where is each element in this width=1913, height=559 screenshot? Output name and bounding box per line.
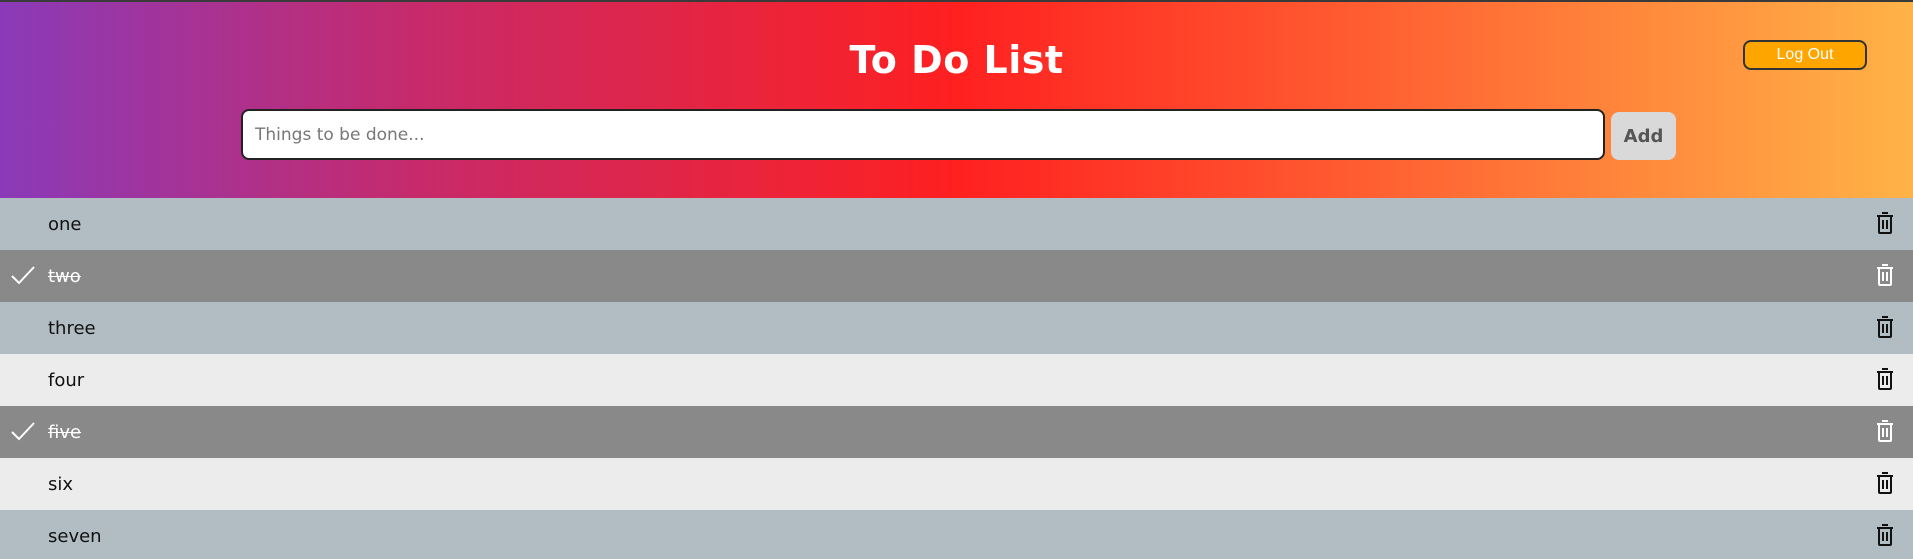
trash-icon[interactable] (1875, 367, 1895, 391)
todo-item[interactable]: six (0, 458, 1913, 510)
page-title: To Do List (849, 38, 1064, 82)
todo-item-text: two (48, 265, 81, 287)
todo-item[interactable]: five (0, 406, 1913, 458)
trash-icon[interactable] (1875, 523, 1895, 547)
todo-item-text: one (48, 213, 82, 235)
check-icon (11, 266, 35, 285)
check-icon (11, 422, 35, 441)
todo-item-text: four (48, 369, 85, 391)
todo-item-text: seven (48, 525, 102, 547)
trash-icon[interactable] (1875, 471, 1895, 495)
todo-item[interactable]: seven (0, 510, 1913, 559)
todo-item-text: six (48, 473, 74, 495)
todo-list: one two three four five six (0, 198, 1913, 559)
trash-icon[interactable] (1875, 315, 1895, 339)
add-button[interactable]: Add (1611, 112, 1676, 160)
todo-input[interactable] (241, 109, 1605, 160)
logout-button[interactable]: Log Out (1743, 40, 1867, 70)
todo-item[interactable]: two (0, 250, 1913, 302)
header: To Do List Log Out Add (0, 2, 1913, 198)
todo-item[interactable]: four (0, 354, 1913, 406)
trash-icon[interactable] (1875, 211, 1895, 235)
todo-item-text: five (48, 421, 82, 443)
todo-item[interactable]: three (0, 302, 1913, 354)
todo-item-text: three (48, 317, 96, 339)
todo-item[interactable]: one (0, 198, 1913, 250)
trash-icon[interactable] (1875, 263, 1895, 287)
trash-icon[interactable] (1875, 419, 1895, 443)
